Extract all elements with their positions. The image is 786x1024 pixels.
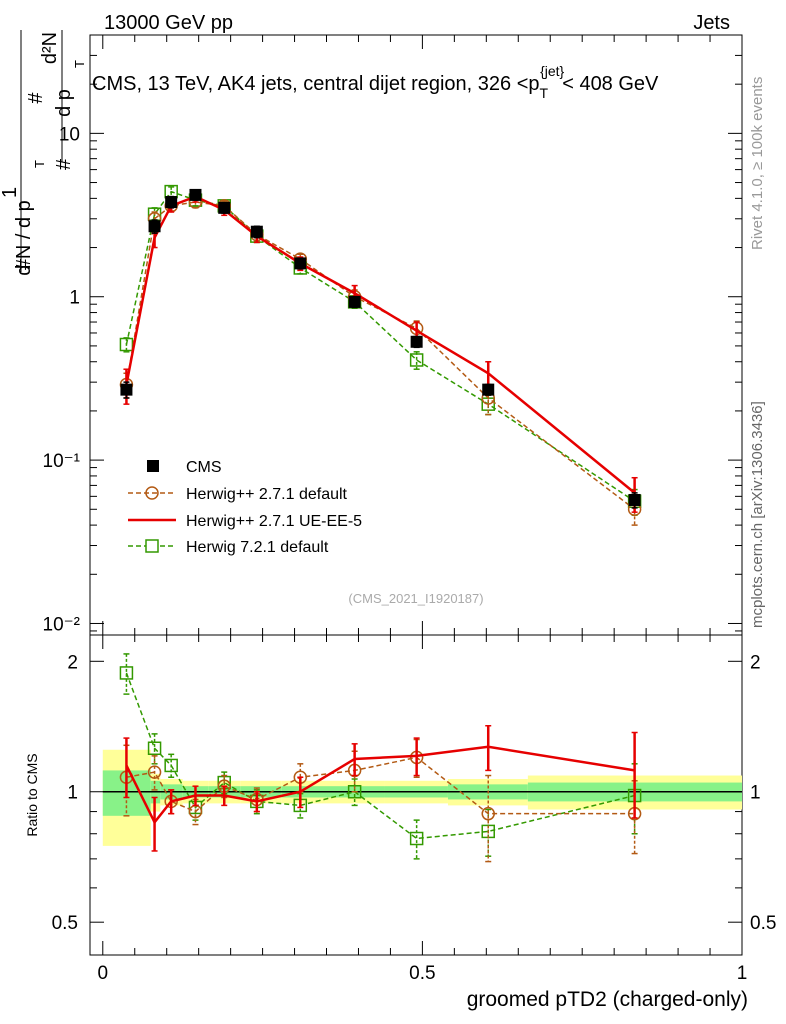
cms-marker (165, 196, 178, 209)
svg-text:d p: d p (53, 89, 75, 117)
herwig-721-default-marker (347, 784, 362, 799)
cms-marker (410, 335, 423, 348)
category-label: Jets (693, 12, 730, 34)
cms-marker (294, 257, 307, 270)
analysis-id: (CMS_2021_I1920187) (348, 591, 483, 606)
svg-text:#: # (25, 92, 47, 104)
ratio-series (119, 653, 642, 863)
svg-text:Herwig 7.2.1 default: Herwig 7.2.1 default (186, 539, 329, 556)
herwig-721-default-marker (409, 831, 424, 846)
data-series (119, 184, 642, 526)
herwig-721-default-marker (409, 353, 424, 367)
herwig-721-default-marker (119, 337, 134, 352)
y-tick-label: 10⁻² (43, 614, 81, 635)
legend-entry-cms: CMS (147, 459, 222, 476)
cms-marker (348, 295, 361, 308)
svg-text:T: T (32, 160, 47, 168)
herwig-271-default-marker (481, 806, 495, 821)
main-hw271def-line (125, 201, 636, 510)
cms-marker (250, 225, 263, 238)
legend-entry-herwig-721-default: Herwig 7.2.1 default (128, 539, 329, 556)
ratio-tick-label: 0.5 (52, 913, 78, 934)
main-y-axis-label: # d N / d p T 1 # d p T d²N # (0, 30, 87, 276)
x-axis: 0 0.5 1 (97, 35, 747, 984)
main-hw721-line (125, 190, 636, 502)
cms-marker (218, 201, 231, 214)
svg-text:T: T (72, 60, 87, 68)
ratio-tick-label: 1 (67, 783, 78, 804)
y-tick-label: 10⁻¹ (43, 451, 81, 472)
cms-marker (628, 493, 641, 506)
x-tick-label: 1 (737, 963, 748, 984)
herwig-271-default-marker (147, 765, 162, 779)
ratio-uncertainty-band (102, 749, 742, 846)
ratio-tick-label-right: 0.5 (750, 913, 776, 934)
legend: CMS Herwig++ 2.7.1 default Herwig++ 2.7.… (128, 459, 362, 556)
rivet-version-label: Rivet 4.1.0, ≥ 100k events (749, 77, 766, 250)
ratio-tick-label: 2 (67, 652, 78, 673)
cms-marker (482, 383, 495, 396)
legend-entry-herwig-271-default: Herwig++ 2.7.1 default (128, 486, 348, 503)
ratio-y-axis: 2 2 1 1 0.5 0.5 (52, 652, 777, 934)
x-tick-label: 0 (97, 963, 108, 984)
herwig-721-default-marker (119, 666, 134, 680)
svg-text:d N / d p: d N / d p (13, 200, 35, 276)
svg-text:1: 1 (0, 187, 21, 198)
svg-text:#: # (13, 258, 35, 270)
svg-text:CMS: CMS (186, 459, 222, 476)
main-y-axis: 10 1 10⁻¹ 10⁻² (43, 34, 742, 635)
ratio-axis-label: Ratio to CMS (24, 753, 40, 836)
plot-title: CMS, 13 TeV, AK4 jets, central dijet reg… (92, 63, 659, 101)
x-axis-label: groomed pTD2 (charged-only) (467, 988, 748, 1011)
svg-text:Herwig++ 2.7.1 default: Herwig++ 2.7.1 default (186, 486, 348, 503)
legend-entry-herwig-271-ue-ee-5: Herwig++ 2.7.1 UE-EE-5 (128, 513, 362, 530)
energy-label: 13000 GeV pp (104, 12, 233, 34)
mcplots-label: mcplots.cern.ch [arXiv:1306.3436] (749, 401, 766, 628)
svg-text:#: # (53, 158, 75, 170)
cms-marker (120, 383, 133, 396)
ratio-tick-label-right: 2 (750, 652, 761, 673)
y-tick-label: 1 (69, 288, 80, 309)
herwig-721-default-marker (147, 741, 162, 756)
svg-text:Herwig++ 2.7.1 UE-EE-5: Herwig++ 2.7.1 UE-EE-5 (186, 513, 362, 530)
cms-marker (148, 220, 161, 233)
ratio-tick-label-right: 1 (750, 783, 761, 804)
x-tick-label: 0.5 (409, 963, 435, 984)
herwig-721-default-marker (164, 758, 178, 773)
svg-text:d²N: d²N (39, 32, 61, 64)
main-hw271ue-line (125, 195, 636, 494)
cms-marker (189, 188, 202, 201)
y-tick-label: 10 (59, 124, 80, 145)
